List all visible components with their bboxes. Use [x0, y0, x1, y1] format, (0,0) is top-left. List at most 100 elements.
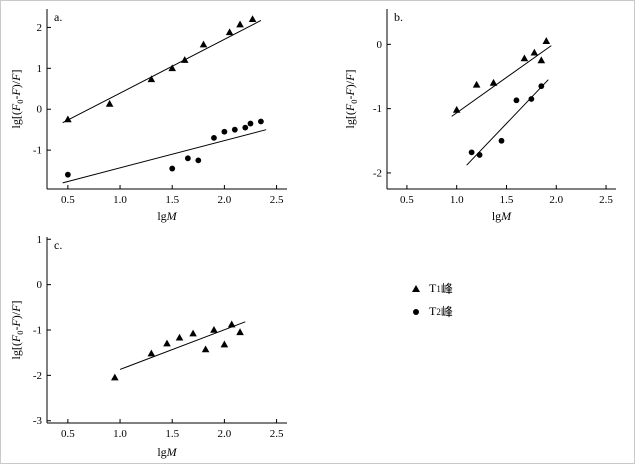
fit-line	[119, 321, 246, 370]
x-tick-label: 2.0	[549, 194, 563, 206]
scatter-chart-c: 0.5 1.0 1.5 2.0 2.5 -3 -2 -1 0 1 c. lgM lg[(F0-F)/F]	[9, 234, 287, 459]
x-tick-label: 1.5	[500, 194, 514, 206]
data-point-triangle	[530, 48, 539, 56]
legend-label-t1-sub: 1	[436, 283, 441, 294]
y-tick-label: 1	[37, 234, 43, 246]
data-point-triangle	[520, 54, 529, 62]
data-point-circle	[468, 149, 475, 156]
legend-label-t1-base: T	[429, 281, 437, 295]
data-point-circle	[64, 171, 71, 178]
data-point-circle	[184, 155, 191, 162]
x-tick-label: 0.5	[61, 194, 75, 206]
y-tick-label: -1	[373, 103, 382, 115]
legend-label-t2-sub: 2	[436, 306, 441, 317]
chart-panel-a: 0.5 1.0 1.5 2.0 2.5 -1 0 1 2 a. lgM lg[(F0-F)/F]	[9, 3, 297, 230]
x-axis-label: lgM	[157, 209, 177, 223]
data-point-circle	[211, 134, 217, 141]
data-point-circle	[513, 97, 520, 104]
data-point-triangle	[111, 373, 119, 381]
y-tick-label: -1	[33, 145, 42, 157]
x-axis-label: lgM	[492, 209, 512, 223]
fit-line	[451, 45, 552, 117]
x-tick-label: 1.5	[165, 428, 179, 440]
panel-label: a.	[54, 10, 62, 24]
fit-line	[62, 129, 267, 184]
circle-marker-icon	[409, 308, 423, 315]
data-point-triangle	[220, 340, 229, 348]
y-tick-label: 2	[37, 22, 43, 34]
y-axis-label: lg[(F0-F)/F]	[9, 301, 25, 360]
chart-panel-c: 0.5 1.0 1.5 2.0 2.5 -3 -2 -1 0 1 c. lgM lg[(F0-F)/F]	[9, 231, 297, 463]
x-tick-label: 1.5	[165, 194, 179, 206]
data-point-circle	[169, 165, 176, 172]
data-point-circle	[195, 157, 202, 164]
data-point-triangle	[472, 80, 481, 88]
x-tick-label: 2.5	[270, 428, 284, 440]
data-point-triangle	[175, 333, 184, 341]
triangle-marker-icon	[409, 285, 423, 292]
data-point-triangle	[225, 28, 234, 36]
scatter-chart-a: 0.5 1.0 1.5 2.0 2.5 -1 0 1 2 a. lgM lg[(F0-F)/F]	[9, 9, 287, 223]
y-tick-label: 0	[37, 279, 43, 291]
legend-label-t2-base: T	[429, 304, 437, 318]
data-point-triangle	[542, 37, 551, 44]
x-tick-label: 2.0	[218, 428, 232, 440]
y-tick-label: -2	[373, 167, 382, 179]
data-point-circle	[528, 96, 535, 102]
scatter-chart-b: 0.5 1.0 1.5 2.0 2.5 -2 -1 0 b. lgM lg[(F0-F)/F]	[343, 9, 616, 223]
y-tick-label: 1	[37, 63, 43, 75]
data-point-circle	[476, 152, 483, 158]
panel-label: b.	[394, 10, 403, 24]
x-tick-label: 0.5	[400, 194, 414, 206]
x-tick-label: 1.0	[450, 194, 464, 206]
y-tick-label: -2	[33, 370, 42, 382]
chart-panel-b: 0.5 1.0 1.5 2.0 2.5 -2 -1 0 b. lgM lg[(F0-F)/F]	[343, 3, 628, 230]
data-point-triangle	[236, 20, 244, 28]
data-point-triangle	[168, 64, 177, 72]
data-point-triangle	[147, 349, 156, 357]
fit-line	[62, 20, 262, 124]
data-point-triangle	[236, 328, 244, 336]
legend-label-t1-suffix: 峰	[440, 282, 453, 296]
data-point-circle	[498, 137, 505, 144]
y-axis-label: lg[(F0-F)/F]	[9, 70, 25, 129]
x-tick-label: 1.0	[113, 428, 127, 440]
y-tick-label: -3	[33, 415, 43, 427]
data-point-triangle	[227, 320, 236, 328]
data-point-triangle	[105, 99, 114, 107]
x-axis-label: lgM	[157, 445, 177, 459]
data-point-circle	[231, 126, 238, 133]
x-tick-label: 0.5	[61, 428, 75, 440]
data-point-circle	[242, 124, 249, 131]
y-tick-label: 0	[377, 39, 383, 51]
y-tick-label: 0	[37, 104, 43, 116]
data-point-circle	[221, 128, 228, 135]
data-point-triangle	[210, 326, 218, 333]
data-point-triangle	[147, 75, 156, 83]
data-point-triangle	[201, 345, 210, 353]
x-tick-label: 2.5	[270, 194, 284, 206]
x-tick-label: 1.0	[113, 194, 127, 206]
data-point-circle	[258, 118, 264, 125]
data-point-triangle	[248, 15, 257, 23]
legend-label-t2-suffix: 峰	[440, 305, 453, 319]
data-point-triangle	[537, 56, 546, 64]
data-point-triangle	[64, 115, 72, 123]
x-tick-label: 2.5	[599, 194, 613, 206]
x-tick-label: 2.0	[218, 194, 232, 206]
fit-line	[466, 79, 549, 166]
data-point-triangle	[452, 105, 461, 113]
data-point-triangle	[199, 40, 208, 48]
y-tick-label: -1	[33, 325, 42, 337]
data-point-triangle	[489, 78, 498, 86]
data-point-triangle	[163, 339, 171, 347]
data-point-triangle	[180, 56, 189, 63]
y-axis-label: lg[(F0-F)/F]	[343, 70, 359, 129]
data-point-triangle	[189, 329, 197, 337]
panel-label: c.	[54, 238, 62, 252]
data-point-circle	[247, 120, 254, 127]
